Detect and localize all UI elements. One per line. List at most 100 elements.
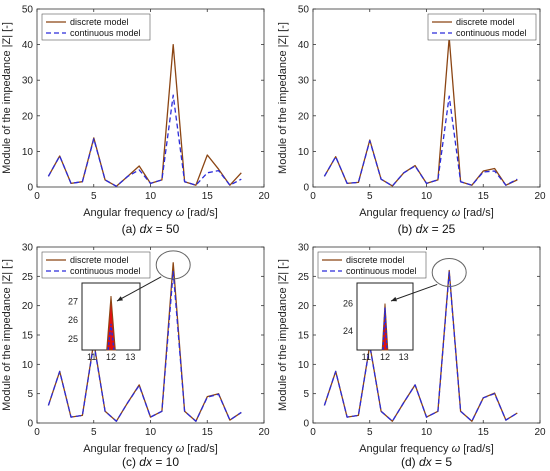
panel-caption: (b) dx = 25 <box>398 222 456 236</box>
inset-x-tick-label: 12 <box>106 352 116 362</box>
caption-prefix: (a) <box>122 222 140 236</box>
zoom-inset: 11 12 13 25 26 27 <box>68 250 191 362</box>
y-tick-label: 20 <box>22 111 34 122</box>
inset-y-tick-label: 26 <box>68 315 78 325</box>
inset-y-tick-label: 24 <box>343 326 353 336</box>
inset-x-tick-label: 11 <box>362 352 371 362</box>
y-tick-label: 10 <box>298 360 310 371</box>
y-tick-label: 20 <box>298 301 310 312</box>
x-tick-label: 0 <box>34 427 40 438</box>
panel-c: 0 5 10 15 20 0 5 10 15 20 25 30 Angular frequency ω … <box>1 243 270 470</box>
legend-box <box>317 251 427 279</box>
y-axis-label: Module of the impedance |Z| [-] <box>277 22 289 174</box>
x-tick-label: 10 <box>145 191 157 202</box>
inset-y-tick-label: 26 <box>343 299 353 309</box>
legend-box <box>41 251 151 279</box>
legend-label-continuous: continuous model <box>456 28 527 38</box>
y-axis-label: Module of the impedance |Z| [-] <box>277 259 289 411</box>
x-axis-label-unit: [rad/s] <box>460 207 494 219</box>
legend-box <box>427 13 537 41</box>
x-axis-label-symbol: ω <box>452 207 461 219</box>
y-tick-label: 10 <box>298 147 310 158</box>
series-line-continuous <box>323 95 518 187</box>
x-axis-label: Angular frequency ω [rad/s] <box>359 443 494 455</box>
x-tick-label: 15 <box>478 191 490 202</box>
x-tick-label: 10 <box>421 427 433 438</box>
x-axis-label-symbol: ω <box>452 443 461 455</box>
x-axis-label-unit: [rad/s] <box>460 443 494 455</box>
inset-peak-continuous <box>382 307 388 351</box>
x-axis-label-text: Angular frequency <box>83 443 175 455</box>
y-tick-label: 40 <box>22 40 34 51</box>
x-tick-label: 20 <box>534 191 546 202</box>
x-tick-label: 15 <box>202 427 214 438</box>
panel-caption: (d) dx = 5 <box>401 455 452 469</box>
x-tick-label: 5 <box>367 427 373 438</box>
zoom-arrow <box>116 276 162 302</box>
y-tick-label: 25 <box>298 272 310 283</box>
y-tick-label: 20 <box>22 301 34 312</box>
y-tick-label: 20 <box>298 111 310 122</box>
x-axis-label: Angular frequency ω [rad/s] <box>83 443 218 455</box>
caption-variable: dx <box>416 222 430 236</box>
y-tick-label: 30 <box>298 76 310 87</box>
zoom-arrow-head <box>391 296 397 302</box>
x-tick-label: 15 <box>202 191 214 202</box>
zoom-inset: 11 12 13 24 26 <box>343 257 467 362</box>
legend-label-discrete: discrete model <box>70 255 129 265</box>
x-axis-label-unit: [rad/s] <box>184 443 218 455</box>
panel-b: 0 5 10 15 20 0 10 20 30 40 50 Angular frequency ω [… <box>277 5 546 237</box>
x-axis-label-symbol: ω <box>176 443 185 455</box>
y-axis-label: Module of the impedance |Z| [-] <box>1 259 13 411</box>
series-line-continuous <box>323 271 518 422</box>
x-axis-label-text: Angular frequency <box>359 443 451 455</box>
x-axis-label-text: Angular frequency <box>359 207 451 219</box>
series-line-continuous <box>47 270 242 422</box>
x-tick-label: 10 <box>421 191 433 202</box>
x-tick-label: 0 <box>34 191 40 202</box>
inset-peak-continuous <box>107 323 115 351</box>
inset-y-tick-label: 25 <box>68 334 78 344</box>
caption-value: = 50 <box>152 222 179 236</box>
panel-caption: (a) dx = 50 <box>122 222 180 236</box>
y-tick-label: 10 <box>22 147 34 158</box>
inset-x-tick-label: 11 <box>87 352 96 362</box>
zoom-arrow-head <box>117 296 123 301</box>
caption-prefix: (d) <box>401 455 419 469</box>
caption-value: = 10 <box>152 455 179 469</box>
x-axis-label-text: Angular frequency <box>83 207 175 219</box>
legend-label-discrete: discrete model <box>70 17 129 27</box>
y-tick-label: 30 <box>298 243 310 254</box>
y-tick-label: 0 <box>303 419 309 430</box>
y-tick-label: 0 <box>27 419 33 430</box>
x-tick-label: 10 <box>145 427 157 438</box>
y-tick-label: 30 <box>22 243 34 254</box>
x-tick-label: 5 <box>91 427 97 438</box>
caption-variable: dx <box>140 222 154 236</box>
x-tick-label: 5 <box>367 191 373 202</box>
x-tick-label: 15 <box>478 427 490 438</box>
caption-variable: dx <box>419 455 433 469</box>
x-tick-label: 5 <box>91 191 97 202</box>
y-tick-label: 30 <box>22 76 34 87</box>
y-tick-label: 40 <box>298 40 310 51</box>
y-tick-label: 0 <box>27 183 33 194</box>
panel-caption: (c) dx = 10 <box>122 455 179 469</box>
series-line-continuous <box>47 94 242 187</box>
caption-value: = 25 <box>428 222 455 236</box>
x-tick-label: 20 <box>258 191 270 202</box>
x-axis-label-symbol: ω <box>176 207 185 219</box>
y-tick-label: 0 <box>303 183 309 194</box>
series-line-discrete <box>47 43 242 187</box>
legend-label-continuous: continuous model <box>70 266 141 276</box>
inset-y-tick-label: 27 <box>68 297 78 307</box>
y-tick-label: 5 <box>27 389 33 400</box>
y-tick-label: 25 <box>22 272 34 283</box>
y-tick-label: 10 <box>22 360 34 371</box>
y-tick-label: 50 <box>22 5 34 16</box>
